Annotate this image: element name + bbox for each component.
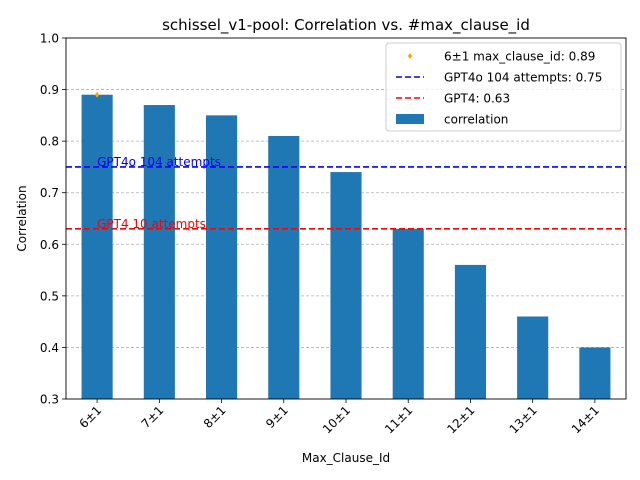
y-tick-label-0: 0.3 <box>40 393 59 407</box>
bar-6±1 <box>81 94 113 399</box>
y-tick-label-3: 0.6 <box>40 238 59 252</box>
x-tick-label-6: 12±1 <box>444 403 477 436</box>
y-tick-label-5: 0.8 <box>40 135 59 149</box>
x-tick-label-5: 11±1 <box>382 403 415 436</box>
legend-line-label-1: GPT4: 0.63 <box>444 92 510 106</box>
y-tick-label-7: 1.0 <box>40 32 59 46</box>
y-tick-label-4: 0.7 <box>40 186 59 200</box>
x-axis-ticks: 6±1 7±1 8±1 9±1 10±1 11±1 12±1 13±1 14±1 <box>76 399 602 436</box>
y-tick-label-2: 0.5 <box>40 289 59 303</box>
y-tick-label-6: 0.9 <box>40 83 59 97</box>
legend: 6±1 max_clause_id: 0.89 GPT4o 104 attempt… <box>385 42 622 132</box>
x-axis-label: Max_Clause_Id <box>302 451 390 465</box>
x-tick-label-4: 10±1 <box>320 403 353 436</box>
x-tick-label-3: 9±1 <box>263 403 291 431</box>
marker-point <box>94 91 100 98</box>
legend-box <box>385 42 622 132</box>
y-tick-label-1: 0.4 <box>40 341 59 355</box>
bar-14±1 <box>579 347 611 399</box>
bar-13±1 <box>517 316 549 399</box>
bar-11±1 <box>392 228 424 399</box>
reference-annotation-1: GPT4 10 attempts <box>97 217 206 231</box>
legend-bar-swatch <box>396 114 424 124</box>
bar-9±1 <box>268 135 300 399</box>
reference-lines: GPT4o 104 attempts GPT4 10 attempts <box>66 155 626 231</box>
bar-8±1 <box>206 115 238 399</box>
legend-line-label-0: GPT4o 104 attempts: 0.75 <box>444 71 602 85</box>
x-tick-label-8: 14±1 <box>569 403 602 436</box>
reference-annotation-0: GPT4o 104 attempts <box>97 155 221 169</box>
y-axis-label: Correlation <box>15 185 29 251</box>
x-tick-label-2: 8±1 <box>201 403 229 431</box>
bars <box>81 94 611 400</box>
bar-10±1 <box>330 172 362 399</box>
legend-marker-label: 6±1 max_clause_id: 0.89 <box>444 50 595 64</box>
x-tick-label-7: 13±1 <box>507 403 540 436</box>
bar-12±1 <box>454 264 486 399</box>
y-axis-ticks: 0.3 0.4 0.5 0.6 0.7 0.8 0.9 1.0 <box>40 32 66 407</box>
x-tick-label-0: 6±1 <box>76 403 104 431</box>
legend-bar-label: correlation <box>444 113 508 127</box>
highlight-marker <box>94 91 100 98</box>
chart-title: schissel_v1-pool: Correlation vs. #max_c… <box>162 16 530 35</box>
bar-7±1 <box>143 105 175 400</box>
legend-marker-swatch <box>407 53 413 59</box>
x-tick-label-1: 7±1 <box>139 403 167 431</box>
